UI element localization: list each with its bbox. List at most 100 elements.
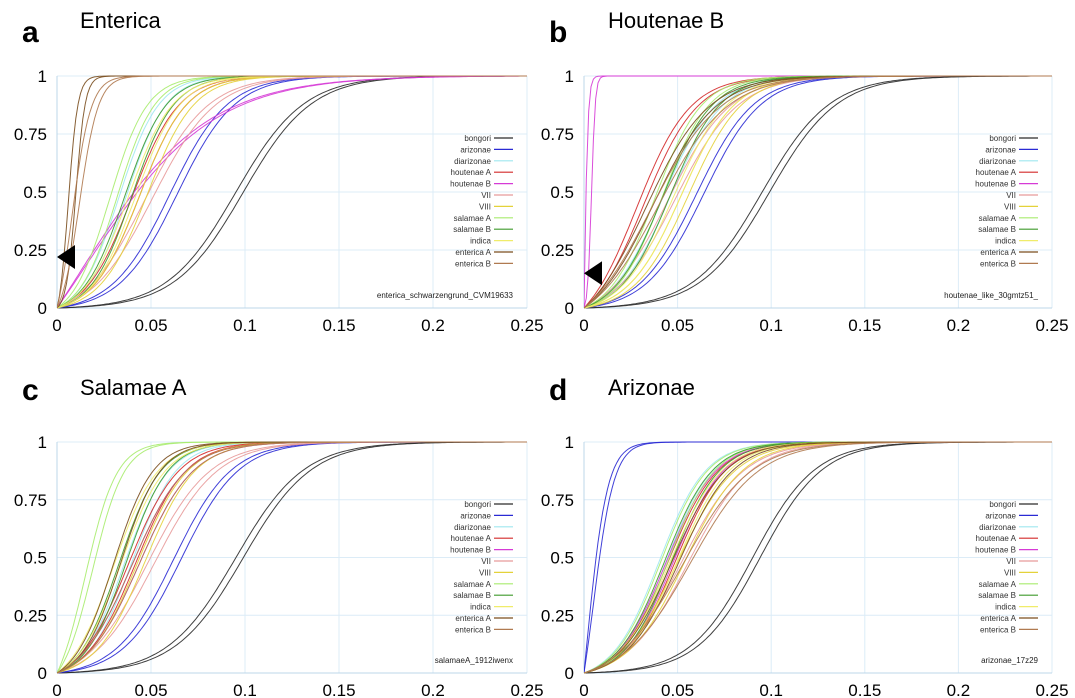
y-tick-label: 0 bbox=[38, 299, 47, 318]
y-tick-label: 1 bbox=[565, 67, 574, 86]
highlight-marker bbox=[584, 261, 602, 286]
legend-label: salamae B bbox=[453, 591, 491, 600]
legend-label: bongori bbox=[989, 500, 1016, 509]
x-tick-label: 0.25 bbox=[1035, 316, 1068, 335]
legend-label: indica bbox=[470, 603, 491, 612]
legend-label: houtenae B bbox=[975, 180, 1016, 189]
panel-letter: c bbox=[22, 374, 39, 407]
panel-title: Houtenae B bbox=[608, 8, 724, 33]
y-tick-label: 0.25 bbox=[14, 241, 47, 260]
x-tick-label: 0.1 bbox=[233, 681, 257, 698]
x-tick-label: 0.25 bbox=[510, 316, 543, 335]
x-tick-label: 0.2 bbox=[947, 316, 971, 335]
legend-label: enterica B bbox=[980, 259, 1016, 268]
x-tick-label: 0.05 bbox=[661, 681, 694, 698]
legend-label: arizonae bbox=[985, 511, 1016, 520]
series-line-enterica-b bbox=[584, 75, 1052, 309]
y-tick-label: 0.75 bbox=[541, 125, 574, 144]
x-tick-label: 0.1 bbox=[759, 316, 783, 335]
highlight-marker bbox=[57, 244, 75, 269]
legend-label: enterica B bbox=[455, 625, 491, 634]
series-line-houtenae-b bbox=[57, 75, 527, 309]
y-tick-label: 0.25 bbox=[14, 606, 47, 625]
panel-letter: b bbox=[549, 16, 567, 49]
panel-a: a Enterica 0 0.05 0.1 0.15 0.2 0.25 0 0.25 0.5 0.75… bbox=[14, 8, 544, 335]
legend-label: VIII bbox=[1004, 568, 1016, 577]
legend-label: indica bbox=[995, 603, 1016, 612]
series-group bbox=[57, 75, 527, 309]
legend-label: houtenae A bbox=[976, 168, 1017, 177]
x-tick-label: 0.2 bbox=[421, 681, 445, 698]
x-tick-label: 0.1 bbox=[233, 316, 257, 335]
y-tick-label: 0 bbox=[565, 664, 574, 683]
legend-label: houtenae A bbox=[451, 534, 492, 543]
legend-label: arizonae bbox=[460, 145, 491, 154]
y-tick-label: 0.25 bbox=[541, 241, 574, 260]
legend-label: indica bbox=[995, 237, 1016, 246]
x-tick-label: 0 bbox=[52, 681, 61, 698]
y-tick-label: 0.5 bbox=[23, 549, 47, 568]
x-tick-label: 0 bbox=[52, 316, 61, 335]
legend-label: salamae A bbox=[454, 214, 492, 223]
panel-title: Enterica bbox=[80, 8, 161, 33]
legend-label: arizonae bbox=[985, 145, 1016, 154]
x-tick-label: 0.2 bbox=[421, 316, 445, 335]
legend-label: diarizonae bbox=[979, 157, 1016, 166]
legend-label: VIII bbox=[1004, 202, 1016, 211]
y-tick-label: 0.5 bbox=[550, 183, 574, 202]
panel-letter: a bbox=[22, 16, 39, 49]
legend-label: salamae B bbox=[453, 225, 491, 234]
legend-label: enterica A bbox=[455, 614, 491, 623]
legend-label: enterica A bbox=[455, 248, 491, 257]
legend-label: houtenae B bbox=[975, 546, 1016, 555]
y-tick-label: 0.5 bbox=[550, 549, 574, 568]
y-tick-label: 1 bbox=[565, 433, 574, 452]
legend-label: enterica A bbox=[980, 248, 1016, 257]
legend-label: arizonae bbox=[460, 511, 491, 520]
x-tick-label: 0.25 bbox=[1035, 681, 1068, 698]
x-tick-label: 0 bbox=[579, 316, 588, 335]
panel-d: d Arizonae 0 0.05 0.1 0.15 0.2 0.25 0 0.25 0.5 0.75… bbox=[541, 374, 1069, 698]
legend-label: VII bbox=[1006, 191, 1016, 200]
x-tick-label: 0.2 bbox=[947, 681, 971, 698]
legend-label: bongori bbox=[464, 500, 491, 509]
legend-label: indica bbox=[470, 237, 491, 246]
panel-annotation: enterica_schwarzengrund_CVM19633 bbox=[377, 291, 514, 300]
x-tick-label: 0.05 bbox=[661, 316, 694, 335]
x-tick-label: 0.15 bbox=[848, 316, 881, 335]
legend-label: salamae A bbox=[454, 580, 492, 589]
legend-label: salamae A bbox=[979, 580, 1017, 589]
legend-label: houtenae A bbox=[976, 534, 1017, 543]
y-tick-label: 0.75 bbox=[14, 125, 47, 144]
y-tick-label: 0 bbox=[38, 664, 47, 683]
series-group bbox=[57, 441, 527, 674]
legend-label: salamae B bbox=[978, 225, 1016, 234]
y-tick-label: 1 bbox=[38, 67, 47, 86]
series-line-enterica-b bbox=[584, 441, 1052, 674]
panel-title: Arizonae bbox=[608, 375, 695, 400]
series-line-enterica-b bbox=[57, 75, 527, 309]
legend-label: enterica B bbox=[455, 259, 491, 268]
panel-annotation: arizonae_17z29 bbox=[981, 656, 1038, 665]
x-tick-label: 0.1 bbox=[759, 681, 783, 698]
panel-annotation: houtenae_like_30gmtz51_ bbox=[944, 291, 1038, 300]
legend-label: salamae A bbox=[979, 214, 1017, 223]
panel-b: b Houtenae B 0 0.05 0.1 0.15 0.2 0.25 0 0.25 0.5 0.… bbox=[541, 8, 1069, 335]
y-tick-label: 0.75 bbox=[14, 491, 47, 510]
x-tick-label: 0.05 bbox=[134, 681, 167, 698]
y-tick-label: 0.5 bbox=[23, 183, 47, 202]
legend-label: VIII bbox=[479, 202, 491, 211]
panel-letter: d bbox=[549, 374, 567, 407]
legend-label: diarizonae bbox=[979, 523, 1016, 532]
series-group bbox=[584, 75, 1052, 309]
legend-label: houtenae B bbox=[450, 546, 491, 555]
legend-label: VII bbox=[481, 557, 491, 566]
series-line-enterica-b bbox=[57, 441, 527, 674]
panel-annotation: salamaeA_1912iwenx bbox=[435, 656, 513, 665]
legend-label: VII bbox=[1006, 557, 1016, 566]
legend-label: salamae B bbox=[978, 591, 1016, 600]
legend-label: bongori bbox=[989, 134, 1016, 143]
legend-label: VIII bbox=[479, 568, 491, 577]
x-tick-label: 0.15 bbox=[848, 681, 881, 698]
